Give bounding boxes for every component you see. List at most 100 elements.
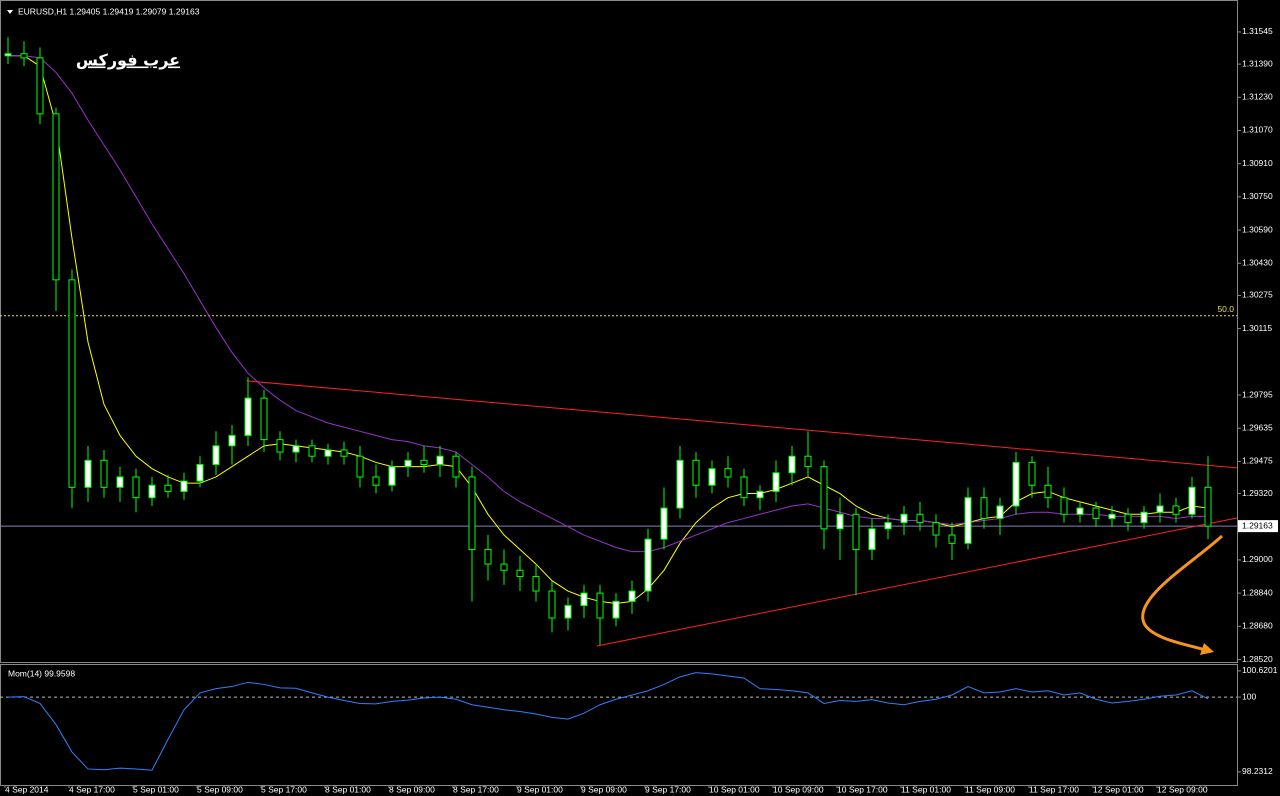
indicator-label: Mom(14) 99.9598	[8, 668, 75, 678]
candle-body	[980, 497, 988, 519]
x-tick-label: 9 Sep 17:00	[645, 784, 691, 794]
candle-body	[1156, 505, 1164, 513]
candle-body	[180, 480, 188, 492]
candle-body	[1172, 505, 1180, 515]
candle-body	[132, 476, 140, 499]
candle-body	[564, 605, 572, 619]
candle-body	[1108, 513, 1116, 519]
candle-body	[484, 549, 492, 565]
forecast-arrow	[1141, 534, 1224, 652]
forecast-arrowhead	[1200, 643, 1214, 655]
x-tick-label: 5 Sep 17:00	[261, 784, 307, 794]
candle-body	[788, 455, 796, 474]
candle-body	[676, 459, 684, 509]
menu-triangle[interactable]	[7, 10, 13, 14]
y-tick-label: 1.31230	[1242, 92, 1273, 102]
y-tick-label: 1.28520	[1242, 654, 1273, 664]
candle-body	[532, 576, 540, 592]
candle-body	[420, 459, 428, 465]
momentum-tick-label: 98.2312	[1242, 766, 1273, 776]
y-tick-label: 1.29320	[1242, 488, 1273, 498]
candle-body	[772, 472, 780, 492]
candle-body	[836, 513, 844, 530]
candle-body	[708, 468, 716, 486]
x-tick-label: 12 Sep 09:00	[1157, 784, 1208, 794]
x-tick-label: 8 Sep 01:00	[325, 784, 371, 794]
candle-body	[164, 484, 172, 492]
candle-body	[212, 445, 220, 465]
candle-body	[4, 53, 12, 57]
trendline	[596, 517, 1237, 647]
y-tick-label: 1.29635	[1242, 422, 1273, 432]
candle-body	[452, 455, 460, 478]
candle-body	[852, 513, 860, 551]
y-tick-label: 1.30910	[1242, 158, 1273, 168]
candle-body	[388, 466, 396, 486]
candle-body	[196, 463, 204, 482]
candle-body	[756, 490, 764, 499]
candle-body	[1060, 497, 1068, 515]
x-tick-label: 10 Sep 01:00	[709, 784, 760, 794]
moving-average	[8, 55, 1209, 605]
x-tick-label: 10 Sep 09:00	[773, 784, 824, 794]
candle-body	[228, 434, 236, 447]
candle-body	[724, 468, 732, 478]
y-tick-label: 1.30750	[1242, 191, 1273, 201]
candle-body	[596, 592, 604, 619]
candle-body	[68, 279, 76, 488]
candle-body	[1092, 507, 1100, 519]
x-tick-label: 4 Sep 17:00	[69, 784, 115, 794]
level-label: 50.0	[1217, 304, 1234, 314]
candle-body	[1204, 486, 1212, 527]
candle-body	[1124, 513, 1132, 524]
candle-body	[1044, 484, 1052, 499]
candle-body	[932, 522, 940, 536]
chart-title: EURUSD,H1 1.29405 1.29419 1.29079 1.2916…	[18, 6, 200, 16]
candle-body	[644, 538, 652, 592]
x-tick-label: 12 Sep 01:00	[1093, 784, 1144, 794]
y-tick-label: 1.31070	[1242, 125, 1273, 135]
candle-body	[628, 590, 636, 602]
momentum-line	[7, 672, 1209, 771]
y-tick-label: 1.31390	[1242, 58, 1273, 68]
x-tick-label: 8 Sep 09:00	[389, 784, 435, 794]
candle-body	[1076, 507, 1084, 515]
candle-body	[340, 449, 348, 457]
x-tick-label: 11 Sep 17:00	[1029, 784, 1079, 794]
candle-body	[964, 497, 972, 544]
candle-body	[804, 455, 812, 468]
x-tick-label: 10 Sep 17:00	[837, 784, 888, 794]
candle-body	[740, 476, 748, 499]
candle-body	[820, 466, 828, 530]
candle-body	[324, 449, 332, 457]
momentum-tick-label: 100.6201	[1242, 665, 1278, 675]
y-tick-label: 1.30590	[1242, 224, 1273, 234]
candle-body	[516, 569, 524, 578]
y-tick-label: 1.29000	[1242, 554, 1273, 564]
candle-body	[1140, 511, 1148, 524]
candle-body	[404, 459, 412, 468]
candle-body	[580, 592, 588, 607]
candle-body	[292, 445, 300, 453]
x-tick-label: 5 Sep 09:00	[197, 784, 243, 794]
candle-body	[84, 459, 92, 488]
x-tick-label: 11 Sep 09:00	[965, 784, 1015, 794]
candle-body	[260, 397, 268, 441]
candle-body	[52, 113, 60, 281]
candle-body	[148, 484, 156, 499]
y-tick-label: 1.30430	[1242, 258, 1273, 268]
main-panel	[0, 0, 1238, 663]
candle-body	[612, 600, 620, 619]
candle-body	[1012, 461, 1020, 507]
candle-body	[900, 513, 908, 524]
candle-body	[356, 455, 364, 478]
last-price-label: 1.29163	[1242, 520, 1273, 530]
candle-body	[548, 590, 556, 619]
x-tick-label: 8 Sep 17:00	[453, 784, 499, 794]
candle-body	[468, 476, 476, 551]
candle-body	[436, 455, 444, 465]
candle-body	[244, 397, 252, 436]
y-tick-label: 1.29795	[1242, 389, 1273, 399]
